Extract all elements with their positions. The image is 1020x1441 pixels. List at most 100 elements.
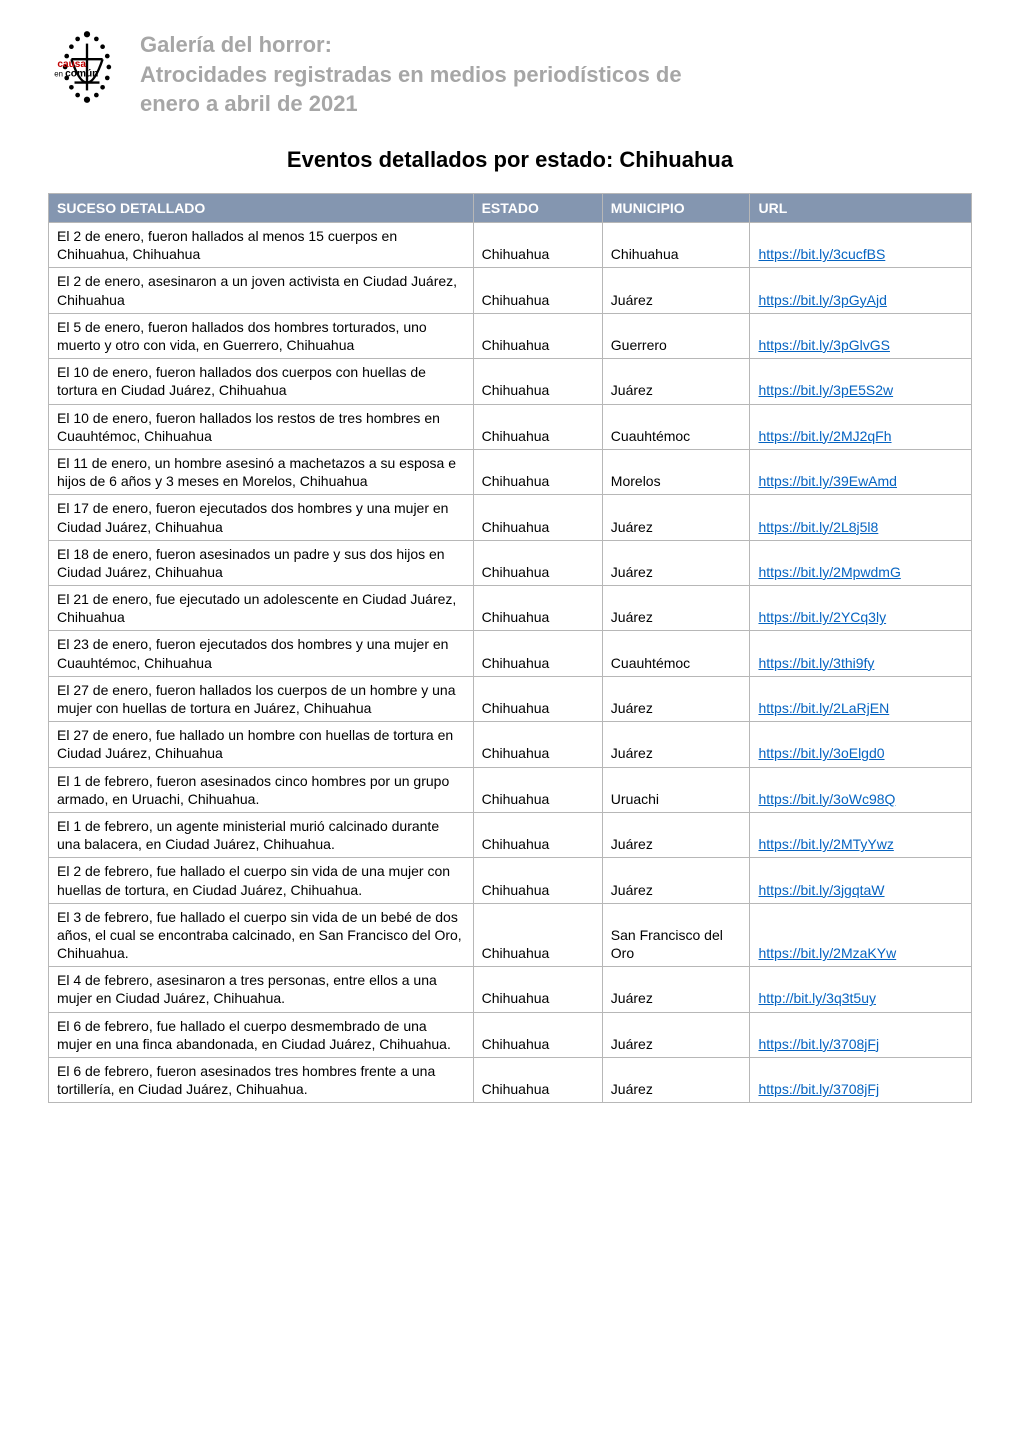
cell-url: https://bit.ly/3708jFj (750, 1012, 972, 1057)
cell-url: https://bit.ly/2L8j5l8 (750, 495, 972, 540)
cell-url: https://bit.ly/2YCq3ly (750, 586, 972, 631)
cell-municipio: Juárez (602, 967, 750, 1012)
cell-url: https://bit.ly/2MJ2qFh (750, 404, 972, 449)
cell-suceso: El 1 de febrero, un agente ministerial m… (49, 812, 474, 857)
cell-estado: Chihuahua (473, 903, 602, 967)
cell-estado: Chihuahua (473, 449, 602, 494)
col-header-url: URL (750, 194, 972, 223)
cell-estado: Chihuahua (473, 223, 602, 268)
cell-url: http://bit.ly/3q3t5uy (750, 967, 972, 1012)
table-row: El 1 de febrero, un agente ministerial m… (49, 812, 972, 857)
cell-estado: Chihuahua (473, 1012, 602, 1057)
table-row: El 6 de febrero, fueron asesinados tres … (49, 1058, 972, 1103)
header-line-3: enero a abril de 2021 (140, 89, 682, 119)
cell-municipio: Guerrero (602, 313, 750, 358)
url-link[interactable]: https://bit.ly/3cucfBS (758, 246, 885, 262)
table-row: El 2 de enero, fueron hallados al menos … (49, 223, 972, 268)
cell-estado: Chihuahua (473, 586, 602, 631)
cell-municipio: Juárez (602, 268, 750, 313)
table-row: El 4 de febrero, asesinaron a tres perso… (49, 967, 972, 1012)
header-line-2: Atrocidades registradas en medios period… (140, 60, 682, 90)
cell-suceso: El 17 de enero, fueron ejecutados dos ho… (49, 495, 474, 540)
cell-estado: Chihuahua (473, 967, 602, 1012)
table-row: El 11 de enero, un hombre asesinó a mach… (49, 449, 972, 494)
cell-estado: Chihuahua (473, 858, 602, 903)
cell-estado: Chihuahua (473, 631, 602, 676)
cell-municipio: Juárez (602, 495, 750, 540)
url-link[interactable]: https://bit.ly/2LaRjEN (758, 700, 889, 716)
url-link[interactable]: https://bit.ly/2MzaKYw (758, 945, 896, 961)
cell-url: https://bit.ly/3oWc98Q (750, 767, 972, 812)
cell-suceso: El 6 de febrero, fue hallado el cuerpo d… (49, 1012, 474, 1057)
table-row: El 1 de febrero, fueron asesinados cinco… (49, 767, 972, 812)
cell-municipio: Juárez (602, 1058, 750, 1103)
url-link[interactable]: https://bit.ly/2L8j5l8 (758, 519, 878, 535)
cell-url: https://bit.ly/3oElgd0 (750, 722, 972, 767)
cell-estado: Chihuahua (473, 540, 602, 585)
url-link[interactable]: https://bit.ly/39EwAmd (758, 473, 897, 489)
cell-municipio: Juárez (602, 586, 750, 631)
cell-url: https://bit.ly/3pGyAjd (750, 268, 972, 313)
header-line-1: Galería del horror: (140, 30, 682, 60)
cell-municipio: San Francisco del Oro (602, 903, 750, 967)
table-header-row: SUCESO DETALLADO ESTADO MUNICIPIO URL (49, 194, 972, 223)
url-link[interactable]: https://bit.ly/3pGlvGS (758, 337, 890, 353)
cell-estado: Chihuahua (473, 313, 602, 358)
cell-estado: Chihuahua (473, 268, 602, 313)
url-link[interactable]: http://bit.ly/3q3t5uy (758, 990, 876, 1006)
cell-suceso: El 11 de enero, un hombre asesinó a mach… (49, 449, 474, 494)
url-link[interactable]: https://bit.ly/2YCq3ly (758, 609, 886, 625)
table-row: El 2 de enero, asesinaron a un joven act… (49, 268, 972, 313)
cell-url: https://bit.ly/3pGlvGS (750, 313, 972, 358)
cell-suceso: El 2 de enero, fueron hallados al menos … (49, 223, 474, 268)
url-link[interactable]: https://bit.ly/3oWc98Q (758, 791, 895, 807)
cell-municipio: Juárez (602, 540, 750, 585)
table-row: El 23 de enero, fueron ejecutados dos ho… (49, 631, 972, 676)
cell-municipio: Juárez (602, 359, 750, 404)
table-row: El 18 de enero, fueron asesinados un pad… (49, 540, 972, 585)
cell-suceso: El 10 de enero, fueron hallados dos cuer… (49, 359, 474, 404)
url-link[interactable]: https://bit.ly/3oElgd0 (758, 745, 884, 761)
header-text-block: Galería del horror: Atrocidades registra… (140, 28, 682, 119)
url-link[interactable]: https://bit.ly/2MJ2qFh (758, 428, 891, 444)
table-row: El 10 de enero, fueron hallados los rest… (49, 404, 972, 449)
cell-suceso: El 23 de enero, fueron ejecutados dos ho… (49, 631, 474, 676)
cell-estado: Chihuahua (473, 1058, 602, 1103)
cell-suceso: El 6 de febrero, fueron asesinados tres … (49, 1058, 474, 1103)
col-header-estado: ESTADO (473, 194, 602, 223)
table-row: El 27 de enero, fue hallado un hombre co… (49, 722, 972, 767)
cell-url: https://bit.ly/2LaRjEN (750, 676, 972, 721)
cell-url: https://bit.ly/3708jFj (750, 1058, 972, 1103)
url-link[interactable]: https://bit.ly/3thi9fy (758, 655, 874, 671)
table-row: El 27 de enero, fueron hallados los cuer… (49, 676, 972, 721)
table-row: El 2 de febrero, fue hallado el cuerpo s… (49, 858, 972, 903)
cell-municipio: Chihuahua (602, 223, 750, 268)
cell-suceso: El 21 de enero, fue ejecutado un adolesc… (49, 586, 474, 631)
url-link[interactable]: https://bit.ly/3708jFj (758, 1036, 879, 1052)
cell-suceso: El 3 de febrero, fue hallado el cuerpo s… (49, 903, 474, 967)
cell-suceso: El 2 de enero, asesinaron a un joven act… (49, 268, 474, 313)
cell-municipio: Morelos (602, 449, 750, 494)
url-link[interactable]: https://bit.ly/3pGyAjd (758, 292, 886, 308)
cell-estado: Chihuahua (473, 812, 602, 857)
cell-municipio: Uruachi (602, 767, 750, 812)
url-link[interactable]: https://bit.ly/2MpwdmG (758, 564, 900, 580)
cell-url: https://bit.ly/3cucfBS (750, 223, 972, 268)
cell-suceso: El 27 de enero, fueron hallados los cuer… (49, 676, 474, 721)
cell-suceso: El 18 de enero, fueron asesinados un pad… (49, 540, 474, 585)
cell-suceso: El 1 de febrero, fueron asesinados cinco… (49, 767, 474, 812)
cell-estado: Chihuahua (473, 495, 602, 540)
cell-municipio: Cuauhtémoc (602, 631, 750, 676)
url-link[interactable]: https://bit.ly/2MTyYwz (758, 836, 893, 852)
url-link[interactable]: https://bit.ly/3pE5S2w (758, 382, 893, 398)
url-link[interactable]: https://bit.ly/3jgqtaW (758, 882, 884, 898)
events-table: SUCESO DETALLADO ESTADO MUNICIPIO URL El… (48, 193, 972, 1103)
url-link[interactable]: https://bit.ly/3708jFj (758, 1081, 879, 1097)
cell-estado: Chihuahua (473, 767, 602, 812)
page-header: causa en común Galería del horror: Atroc… (48, 28, 972, 119)
cell-url: https://bit.ly/3jgqtaW (750, 858, 972, 903)
cell-url: https://bit.ly/2MTyYwz (750, 812, 972, 857)
col-header-suceso: SUCESO DETALLADO (49, 194, 474, 223)
table-row: El 10 de enero, fueron hallados dos cuer… (49, 359, 972, 404)
cell-municipio: Juárez (602, 1012, 750, 1057)
